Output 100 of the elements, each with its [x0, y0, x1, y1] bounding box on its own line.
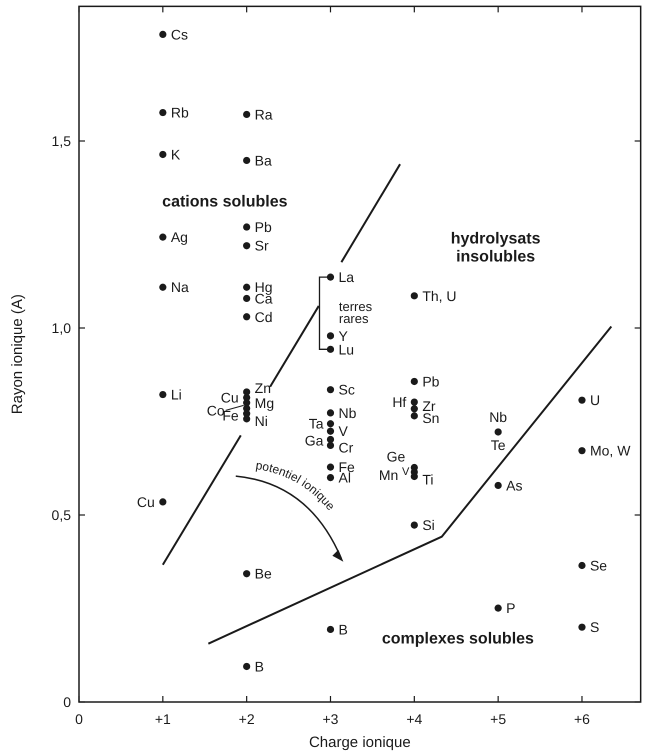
annotation: Ra	[254, 106, 273, 122]
annotation: Th, U	[422, 288, 457, 304]
annotation: B	[338, 621, 348, 638]
annotation: Te	[490, 436, 506, 453]
x-tick-label: +5	[490, 711, 506, 727]
point	[410, 292, 418, 300]
point	[159, 390, 166, 398]
annotation: Cs	[170, 26, 188, 42]
annotation: Mg	[254, 394, 274, 411]
point	[159, 498, 166, 506]
point	[410, 405, 418, 412]
x-tick-label: +3	[322, 711, 339, 727]
annotation: Pb	[254, 219, 272, 236]
x-tick-label: +6	[574, 711, 590, 727]
point	[243, 415, 250, 422]
point	[578, 624, 586, 631]
annotation: Mn	[378, 466, 398, 483]
annotation: Lu	[338, 341, 354, 358]
point	[243, 294, 250, 302]
annotation: Nb	[338, 404, 357, 421]
x-tick-label: 0	[75, 711, 84, 727]
point	[410, 378, 418, 386]
point	[159, 284, 166, 291]
point	[410, 412, 418, 420]
point	[243, 242, 250, 250]
annotation: Ni	[254, 412, 268, 429]
annotation: Ga	[304, 432, 324, 448]
point	[326, 332, 334, 340]
point	[243, 110, 250, 118]
annotation: Ag	[170, 229, 188, 246]
point	[159, 108, 166, 116]
point	[159, 150, 166, 158]
point	[326, 464, 334, 471]
annotation: hydrolysats insolubles	[450, 230, 541, 266]
annotation: terres rares	[338, 299, 373, 326]
annotation: Na	[170, 279, 189, 296]
y-tick-label: 1,0	[52, 320, 72, 336]
annotation: K	[170, 146, 181, 162]
point	[243, 156, 250, 164]
annotation: Zn	[254, 380, 272, 396]
annotation: Y	[338, 328, 348, 344]
point	[326, 626, 334, 634]
annotation: Cu	[136, 494, 155, 510]
annotation: Sr	[254, 238, 269, 254]
point	[326, 428, 334, 435]
point	[578, 396, 586, 404]
annotation: complexes solubles	[382, 630, 534, 648]
point	[243, 284, 250, 291]
annotation: Mo, W	[590, 442, 632, 459]
y-tick-label: 0,5	[52, 507, 72, 523]
x-axis-title: Charge ionique	[308, 734, 411, 751]
point	[326, 346, 334, 353]
annotation: Hf	[392, 394, 406, 410]
annotation: Li	[170, 386, 182, 403]
y-tick-label: 1,5	[52, 133, 72, 149]
point	[159, 30, 166, 38]
point	[243, 223, 250, 231]
point	[494, 428, 502, 436]
y-tick-label: 0	[63, 694, 72, 710]
point	[578, 447, 586, 454]
y-axis-title: Rayon ionique (A)	[9, 294, 26, 414]
annotation: Ta	[308, 416, 324, 432]
point	[494, 604, 502, 612]
annotation: As	[506, 477, 522, 494]
annotation: B	[254, 658, 264, 674]
annotation: Ge	[386, 448, 406, 464]
point	[326, 409, 334, 416]
annotation: Se	[590, 557, 608, 574]
annotation: Cr	[338, 439, 354, 456]
point	[326, 436, 334, 444]
annotation: Nb	[489, 408, 508, 425]
point	[326, 386, 334, 394]
annotation: Ti	[422, 471, 434, 488]
annotation: Si	[422, 517, 435, 534]
point	[159, 234, 166, 241]
point	[326, 274, 334, 281]
annotation: cations solubles	[162, 193, 288, 210]
annotation: Cd	[254, 308, 273, 325]
annotation: Pb	[422, 373, 440, 390]
point	[410, 398, 418, 406]
annotation: Rb	[170, 104, 189, 121]
x-tick-label: +1	[154, 711, 172, 727]
annotation: V	[402, 466, 410, 478]
annotation: V	[338, 423, 348, 440]
point	[243, 570, 250, 578]
x-tick-label: +4	[406, 711, 423, 727]
annotation: Sc	[338, 382, 355, 398]
annotation: Be	[254, 566, 272, 582]
annotation: Ba	[254, 152, 272, 168]
point	[326, 442, 334, 450]
point	[494, 482, 502, 490]
point	[410, 522, 418, 529]
point	[578, 562, 586, 570]
point	[243, 662, 250, 670]
point	[326, 420, 334, 428]
x-tick-label: +2	[238, 711, 255, 727]
point	[243, 313, 250, 320]
annotation: La	[338, 269, 354, 286]
annotation: P	[506, 600, 516, 616]
annotation: S	[590, 619, 600, 636]
